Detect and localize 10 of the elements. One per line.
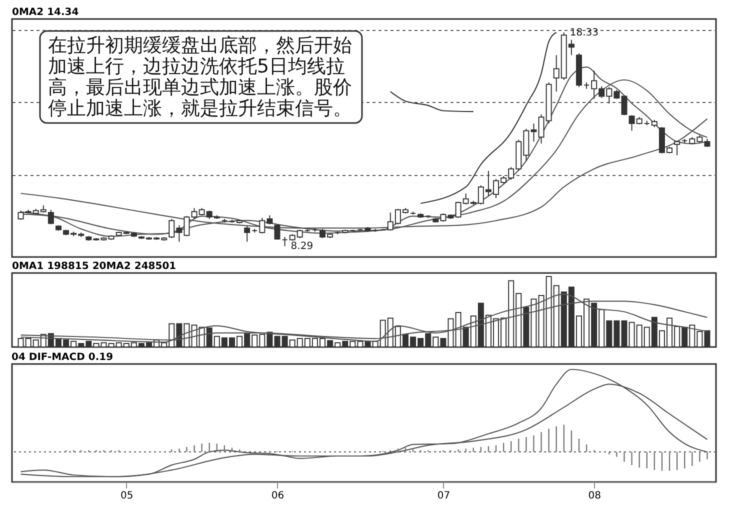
annotation: 在拉升初期缓缓盘出底部，然后开始加速上行，边拉边洗依托5日均线拉高，最后出现单边式加速上涨。股价停止加速上涨，就是拉升结束信号。 <box>48 34 352 120</box>
chart-title: 04 DIF-MACD 0.19 <box>12 352 114 363</box>
x-tick-label: 05 <box>120 490 134 502</box>
annotation: 8.29 <box>290 241 314 252</box>
x-tick-label: 08 <box>588 490 601 502</box>
x-tick-label: 06 <box>271 490 284 502</box>
x-tick-label: 07 <box>437 490 450 502</box>
chart-title: 0MA2 14.34 <box>12 7 79 18</box>
annotation: 18.33 <box>570 27 599 38</box>
chart-title: 0MA1 198815 20MA2 248501 <box>12 261 176 272</box>
